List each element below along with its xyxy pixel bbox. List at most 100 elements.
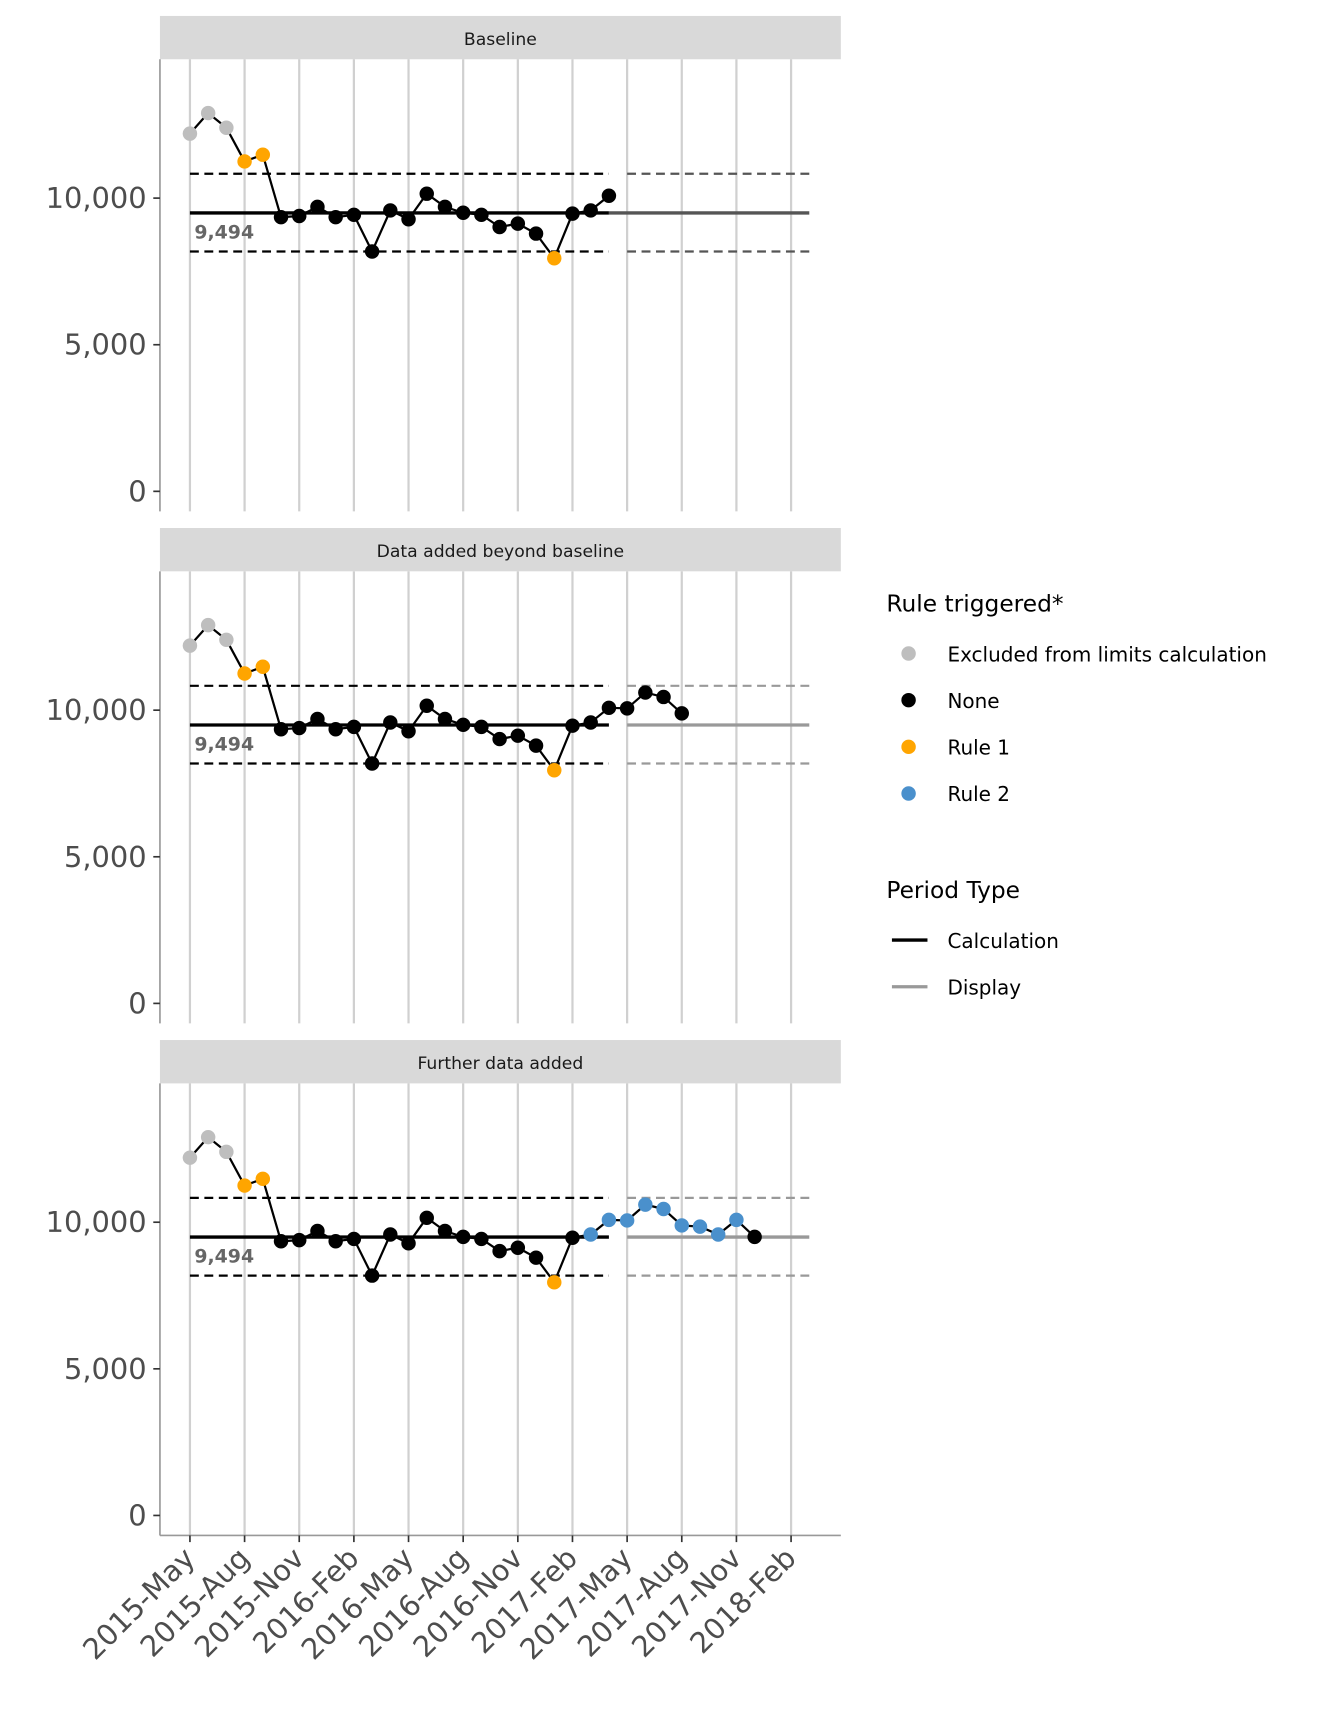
data-point bbox=[401, 1236, 416, 1251]
data-point bbox=[528, 1250, 544, 1265]
facet-title: Data added beyond baseline bbox=[377, 542, 624, 562]
data-point bbox=[547, 251, 562, 266]
data-point bbox=[474, 1231, 489, 1247]
data-point bbox=[273, 209, 289, 225]
data-point bbox=[638, 1197, 653, 1212]
data-point bbox=[674, 1218, 689, 1233]
data-point bbox=[474, 719, 489, 735]
data-point bbox=[364, 756, 380, 771]
data-point bbox=[674, 706, 689, 721]
data-point bbox=[601, 188, 617, 203]
data-point bbox=[237, 154, 252, 169]
facet-strip bbox=[159, 528, 841, 572]
data-point bbox=[492, 731, 507, 747]
y-tick-label: 0 bbox=[128, 1498, 146, 1532]
data-point bbox=[656, 1201, 671, 1217]
data-point bbox=[583, 1227, 598, 1242]
data-point bbox=[200, 1129, 216, 1145]
data-point bbox=[401, 724, 416, 739]
data-point bbox=[364, 1268, 380, 1283]
data-point bbox=[565, 1230, 580, 1245]
data-point bbox=[292, 1232, 307, 1248]
data-point bbox=[601, 700, 617, 716]
data-point bbox=[219, 120, 234, 135]
y-tick-label: 10,000 bbox=[46, 1205, 147, 1239]
data-point bbox=[437, 199, 453, 215]
data-point bbox=[255, 659, 271, 674]
data-point bbox=[437, 711, 453, 727]
data-point bbox=[182, 126, 198, 141]
data-point bbox=[656, 689, 671, 705]
data-point bbox=[747, 1229, 762, 1245]
data-point bbox=[419, 1210, 434, 1226]
legend-label: None bbox=[947, 689, 999, 713]
facet-title: Baseline bbox=[464, 30, 537, 50]
data-point bbox=[346, 1231, 362, 1247]
data-point bbox=[638, 685, 653, 700]
data-point bbox=[237, 1178, 252, 1193]
data-point bbox=[455, 205, 471, 220]
data-point bbox=[510, 728, 526, 743]
data-point bbox=[328, 1234, 343, 1249]
data-point bbox=[364, 244, 380, 259]
data-point bbox=[419, 698, 434, 713]
data-point bbox=[565, 718, 580, 733]
centre-line-label: 9,494 bbox=[194, 221, 254, 243]
data-point bbox=[310, 199, 325, 215]
data-point bbox=[328, 209, 343, 225]
data-point bbox=[273, 722, 289, 737]
data-point bbox=[492, 1243, 507, 1259]
legend-key-r1 bbox=[901, 739, 916, 755]
data-point bbox=[182, 638, 198, 653]
centre-line-label: 9,494 bbox=[194, 1246, 254, 1268]
legend-title-period: Period Type bbox=[886, 877, 1020, 904]
y-tick-label: 0 bbox=[128, 474, 146, 508]
data-point bbox=[583, 203, 598, 218]
legend-label: Excluded from limits calculation bbox=[947, 642, 1266, 666]
y-tick-label: 10,000 bbox=[46, 181, 147, 215]
y-tick-label: 5,000 bbox=[64, 1352, 147, 1386]
data-point bbox=[182, 1150, 198, 1165]
y-tick-label: 0 bbox=[128, 986, 146, 1020]
data-point bbox=[601, 1212, 617, 1228]
data-point bbox=[547, 1275, 562, 1290]
data-point bbox=[200, 617, 216, 633]
data-point bbox=[710, 1227, 726, 1242]
legend-label: Display bbox=[947, 976, 1021, 1000]
data-point bbox=[419, 186, 434, 201]
centre-line-label: 9,494 bbox=[194, 734, 254, 756]
data-point bbox=[328, 722, 343, 737]
data-point bbox=[383, 1227, 398, 1242]
data-point bbox=[455, 717, 471, 733]
legend-key-excl bbox=[901, 646, 916, 661]
legend-label: Rule 2 bbox=[947, 782, 1010, 806]
data-point bbox=[273, 1234, 289, 1249]
facet-panel-3: Further data added05,00010,0009,4942015-… bbox=[46, 1040, 841, 1666]
data-point bbox=[510, 1240, 526, 1255]
data-point bbox=[474, 207, 489, 223]
data-point bbox=[619, 1213, 635, 1228]
data-point bbox=[346, 719, 362, 735]
data-point bbox=[547, 763, 562, 778]
facet-panel-1: Baseline 0 5,000 10,000 9,494 bbox=[46, 15, 841, 512]
data-point bbox=[528, 738, 544, 753]
data-point bbox=[528, 226, 544, 241]
data-point bbox=[255, 147, 271, 162]
facet-panel-2: Data added beyond baseline 0 5,000 10,000 9,… bbox=[46, 528, 841, 1024]
data-point bbox=[565, 206, 580, 221]
data-line bbox=[189, 623, 683, 773]
data-point bbox=[383, 203, 398, 218]
y-tick-label: 5,000 bbox=[64, 328, 147, 362]
y-tick-label: 5,000 bbox=[64, 840, 147, 874]
data-point bbox=[583, 715, 598, 730]
legend-title-rule: Rule triggered* bbox=[886, 590, 1063, 617]
data-point bbox=[492, 219, 507, 235]
legend-label: Rule 1 bbox=[947, 736, 1010, 760]
data-point bbox=[346, 207, 362, 223]
data-point bbox=[219, 632, 234, 648]
legend-key-r2 bbox=[901, 786, 916, 801]
facet-strip bbox=[159, 15, 841, 60]
data-point bbox=[437, 1223, 453, 1239]
data-point bbox=[510, 216, 526, 231]
